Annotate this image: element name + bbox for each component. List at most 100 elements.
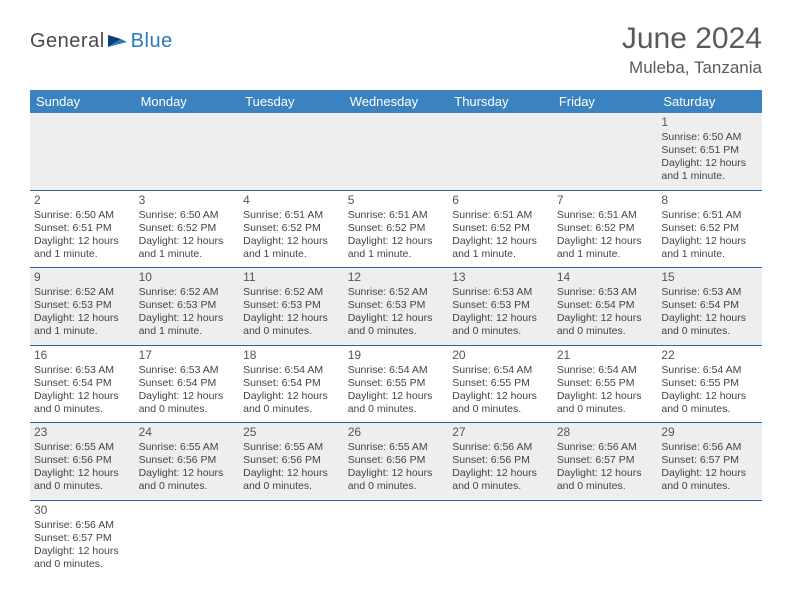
sunrise-text: Sunrise: 6:54 AM	[348, 364, 445, 377]
daylight-text: and 0 minutes.	[452, 480, 549, 493]
daylight-text: and 0 minutes.	[139, 480, 236, 493]
calendar-cell: 21Sunrise: 6:54 AMSunset: 6:55 PMDayligh…	[553, 345, 658, 423]
day-number: 3	[139, 193, 236, 208]
sunset-text: Sunset: 6:53 PM	[139, 299, 236, 312]
day-header: Thursday	[448, 90, 553, 113]
daylight-text: Daylight: 12 hours	[557, 467, 654, 480]
day-number: 7	[557, 193, 654, 208]
daylight-text: Daylight: 12 hours	[557, 235, 654, 248]
daylight-text: Daylight: 12 hours	[243, 467, 340, 480]
calendar-cell: 23Sunrise: 6:55 AMSunset: 6:56 PMDayligh…	[30, 423, 135, 501]
calendar-week: 16Sunrise: 6:53 AMSunset: 6:54 PMDayligh…	[30, 345, 762, 423]
daylight-text: and 0 minutes.	[452, 325, 549, 338]
calendar-cell: 7Sunrise: 6:51 AMSunset: 6:52 PMDaylight…	[553, 190, 658, 268]
sunset-text: Sunset: 6:56 PM	[452, 454, 549, 467]
sunrise-text: Sunrise: 6:56 AM	[34, 519, 131, 532]
day-header: Wednesday	[344, 90, 449, 113]
daylight-text: Daylight: 12 hours	[139, 467, 236, 480]
calendar-cell: 13Sunrise: 6:53 AMSunset: 6:53 PMDayligh…	[448, 268, 553, 346]
calendar-cell: 29Sunrise: 6:56 AMSunset: 6:57 PMDayligh…	[657, 423, 762, 501]
daylight-text: Daylight: 12 hours	[452, 467, 549, 480]
sunset-text: Sunset: 6:55 PM	[661, 377, 758, 390]
calendar-cell: 9Sunrise: 6:52 AMSunset: 6:53 PMDaylight…	[30, 268, 135, 346]
daylight-text: and 0 minutes.	[243, 403, 340, 416]
daylight-text: and 0 minutes.	[557, 325, 654, 338]
day-number: 12	[348, 270, 445, 285]
day-number: 29	[661, 425, 758, 440]
calendar-week: 9Sunrise: 6:52 AMSunset: 6:53 PMDaylight…	[30, 268, 762, 346]
day-number: 21	[557, 348, 654, 363]
daylight-text: Daylight: 12 hours	[557, 312, 654, 325]
daylight-text: and 1 minute.	[34, 325, 131, 338]
logo: General Blue	[30, 30, 173, 53]
sunset-text: Sunset: 6:52 PM	[243, 222, 340, 235]
logo-text-blue: Blue	[131, 30, 173, 53]
day-number: 27	[452, 425, 549, 440]
calendar-cell: 15Sunrise: 6:53 AMSunset: 6:54 PMDayligh…	[657, 268, 762, 346]
day-number: 20	[452, 348, 549, 363]
calendar-cell: 25Sunrise: 6:55 AMSunset: 6:56 PMDayligh…	[239, 423, 344, 501]
calendar-cell	[553, 500, 658, 577]
day-number: 17	[139, 348, 236, 363]
day-number: 6	[452, 193, 549, 208]
sunset-text: Sunset: 6:53 PM	[34, 299, 131, 312]
daylight-text: Daylight: 12 hours	[34, 312, 131, 325]
sunset-text: Sunset: 6:52 PM	[139, 222, 236, 235]
day-number: 15	[661, 270, 758, 285]
daylight-text: and 0 minutes.	[243, 480, 340, 493]
calendar-cell: 18Sunrise: 6:54 AMSunset: 6:54 PMDayligh…	[239, 345, 344, 423]
sunrise-text: Sunrise: 6:55 AM	[348, 441, 445, 454]
calendar-cell: 30Sunrise: 6:56 AMSunset: 6:57 PMDayligh…	[30, 500, 135, 577]
sunrise-text: Sunrise: 6:51 AM	[243, 209, 340, 222]
sunrise-text: Sunrise: 6:53 AM	[34, 364, 131, 377]
day-number: 25	[243, 425, 340, 440]
day-number: 23	[34, 425, 131, 440]
calendar-cell: 1Sunrise: 6:50 AMSunset: 6:51 PMDaylight…	[657, 113, 762, 190]
calendar-cell: 20Sunrise: 6:54 AMSunset: 6:55 PMDayligh…	[448, 345, 553, 423]
calendar-cell: 6Sunrise: 6:51 AMSunset: 6:52 PMDaylight…	[448, 190, 553, 268]
sunset-text: Sunset: 6:54 PM	[139, 377, 236, 390]
daylight-text: Daylight: 12 hours	[243, 235, 340, 248]
daylight-text: and 1 minute.	[557, 248, 654, 261]
day-number: 18	[243, 348, 340, 363]
daylight-text: and 0 minutes.	[34, 403, 131, 416]
daylight-text: Daylight: 12 hours	[34, 545, 131, 558]
sunset-text: Sunset: 6:54 PM	[557, 299, 654, 312]
calendar-cell: 26Sunrise: 6:55 AMSunset: 6:56 PMDayligh…	[344, 423, 449, 501]
calendar-cell: 5Sunrise: 6:51 AMSunset: 6:52 PMDaylight…	[344, 190, 449, 268]
sunrise-text: Sunrise: 6:56 AM	[661, 441, 758, 454]
sunset-text: Sunset: 6:56 PM	[34, 454, 131, 467]
sunrise-text: Sunrise: 6:54 AM	[661, 364, 758, 377]
logo-text-general: General	[30, 30, 105, 53]
daylight-text: and 0 minutes.	[139, 403, 236, 416]
daylight-text: Daylight: 12 hours	[452, 312, 549, 325]
calendar-week: 1Sunrise: 6:50 AMSunset: 6:51 PMDaylight…	[30, 113, 762, 190]
calendar-cell	[448, 113, 553, 190]
sunrise-text: Sunrise: 6:51 AM	[452, 209, 549, 222]
daylight-text: Daylight: 12 hours	[452, 235, 549, 248]
sunset-text: Sunset: 6:54 PM	[661, 299, 758, 312]
sunrise-text: Sunrise: 6:54 AM	[452, 364, 549, 377]
calendar-cell: 11Sunrise: 6:52 AMSunset: 6:53 PMDayligh…	[239, 268, 344, 346]
day-number: 24	[139, 425, 236, 440]
daylight-text: Daylight: 12 hours	[34, 390, 131, 403]
daylight-text: and 0 minutes.	[661, 325, 758, 338]
sunset-text: Sunset: 6:55 PM	[348, 377, 445, 390]
daylight-text: Daylight: 12 hours	[557, 390, 654, 403]
calendar-cell: 4Sunrise: 6:51 AMSunset: 6:52 PMDaylight…	[239, 190, 344, 268]
daylight-text: Daylight: 12 hours	[139, 235, 236, 248]
daylight-text: Daylight: 12 hours	[348, 235, 445, 248]
calendar-cell: 10Sunrise: 6:52 AMSunset: 6:53 PMDayligh…	[135, 268, 240, 346]
calendar-cell	[448, 500, 553, 577]
sunset-text: Sunset: 6:57 PM	[34, 532, 131, 545]
daylight-text: Daylight: 12 hours	[34, 235, 131, 248]
day-number: 11	[243, 270, 340, 285]
sunrise-text: Sunrise: 6:55 AM	[243, 441, 340, 454]
logo-flag-icon	[107, 33, 129, 51]
day-number: 10	[139, 270, 236, 285]
sunrise-text: Sunrise: 6:55 AM	[139, 441, 236, 454]
daylight-text: Daylight: 12 hours	[661, 157, 758, 170]
daylight-text: and 0 minutes.	[557, 403, 654, 416]
day-number: 22	[661, 348, 758, 363]
calendar-cell	[344, 500, 449, 577]
